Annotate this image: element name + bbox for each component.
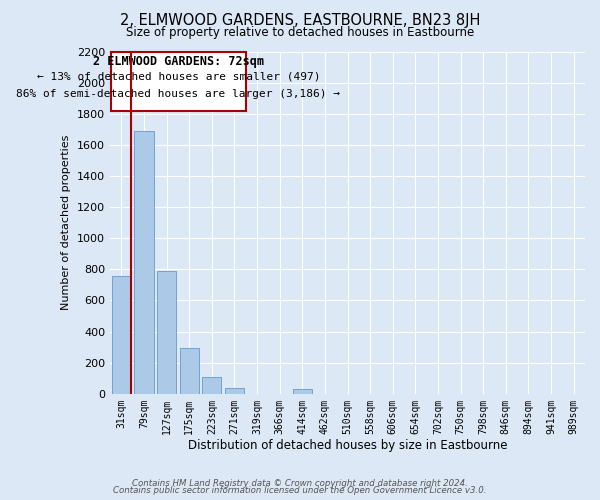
Text: 86% of semi-detached houses are larger (3,186) →: 86% of semi-detached houses are larger (… [16, 89, 340, 99]
Y-axis label: Number of detached properties: Number of detached properties [61, 135, 71, 310]
Bar [179, 348, 199, 394]
Bar [293, 389, 312, 394]
X-axis label: Distribution of detached houses by size in Eastbourne: Distribution of detached houses by size … [188, 440, 508, 452]
Text: 2 ELMWOOD GARDENS: 72sqm: 2 ELMWOOD GARDENS: 72sqm [93, 54, 264, 68]
Bar [225, 388, 244, 394]
Text: Contains public sector information licensed under the Open Government Licence v3: Contains public sector information licen… [113, 486, 487, 495]
Bar [202, 376, 221, 394]
FancyBboxPatch shape [110, 52, 246, 112]
Bar [157, 271, 176, 394]
Text: 2, ELMWOOD GARDENS, EASTBOURNE, BN23 8JH: 2, ELMWOOD GARDENS, EASTBOURNE, BN23 8JH [120, 12, 480, 28]
Text: Contains HM Land Registry data © Crown copyright and database right 2024.: Contains HM Land Registry data © Crown c… [132, 478, 468, 488]
Bar [112, 276, 131, 394]
Text: ← 13% of detached houses are smaller (497): ← 13% of detached houses are smaller (49… [37, 72, 320, 82]
Text: Size of property relative to detached houses in Eastbourne: Size of property relative to detached ho… [126, 26, 474, 39]
Bar [134, 131, 154, 394]
